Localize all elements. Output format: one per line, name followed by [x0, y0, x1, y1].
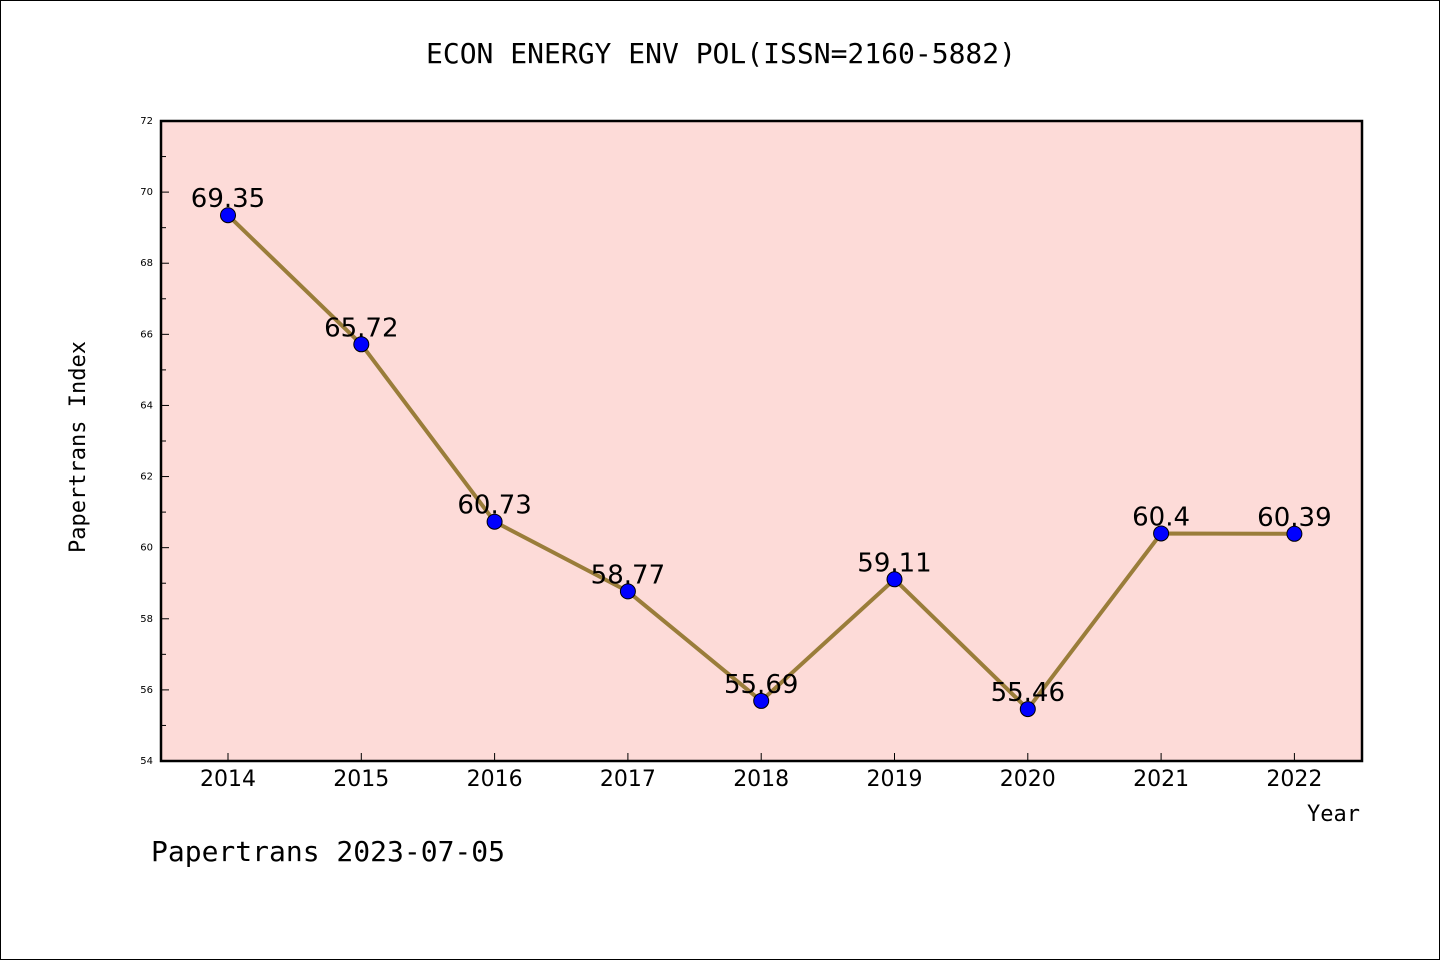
y-tick-label: 70 — [140, 187, 153, 198]
chart-title: ECON ENERGY ENV POL(ISSN=2160-5882) — [425, 37, 1016, 70]
data-label: 58.77 — [591, 560, 665, 590]
data-label: 60.73 — [457, 491, 531, 521]
data-point — [220, 207, 236, 224]
x-tick-label: 2022 — [1266, 767, 1322, 792]
data-point — [753, 692, 770, 709]
footer-note: Papertrans 2023-07-05 — [151, 835, 506, 868]
data-point — [1153, 525, 1170, 542]
y-tick-label: 66 — [140, 329, 153, 340]
plot-area — [161, 121, 1362, 761]
data-label: 55.46 — [991, 678, 1065, 708]
x-tick-label: 2019 — [867, 767, 923, 792]
data-label: 60.39 — [1257, 503, 1331, 533]
x-tick-label: 2017 — [600, 767, 656, 792]
x-tick-label: 2014 — [200, 767, 256, 792]
y-tick-label: 68 — [140, 258, 153, 269]
data-point — [1019, 701, 1036, 718]
x-axis-label: Year — [1307, 802, 1360, 827]
data-point — [619, 583, 636, 600]
data-point — [1286, 525, 1303, 542]
data-label: 55.69 — [724, 670, 798, 700]
y-axis-label: Papertrans Index — [66, 341, 91, 553]
data-label: 65.72 — [324, 313, 398, 343]
y-tick-label: 72 — [140, 116, 153, 127]
x-tick-label: 2020 — [1000, 767, 1056, 792]
x-tick-label: 2015 — [333, 767, 389, 792]
data-label: 59.11 — [857, 548, 931, 578]
y-tick-label: 60 — [140, 543, 153, 554]
data-point — [486, 513, 503, 530]
y-tick-label: 64 — [140, 400, 153, 411]
y-tick-label: 54 — [140, 756, 153, 767]
x-tick-label: 2021 — [1133, 767, 1189, 792]
data-point — [886, 571, 903, 588]
y-tick-label: 56 — [140, 685, 153, 696]
data-label: 69.35 — [191, 184, 265, 214]
y-tick-label: 62 — [140, 472, 153, 483]
x-tick-label: 2018 — [733, 767, 789, 792]
y-tick-label: 58 — [140, 614, 153, 625]
data-label: 60.4 — [1132, 502, 1190, 532]
plot-frame — [159, 119, 1364, 763]
data-point — [353, 336, 370, 353]
x-tick-label: 2016 — [467, 767, 523, 792]
